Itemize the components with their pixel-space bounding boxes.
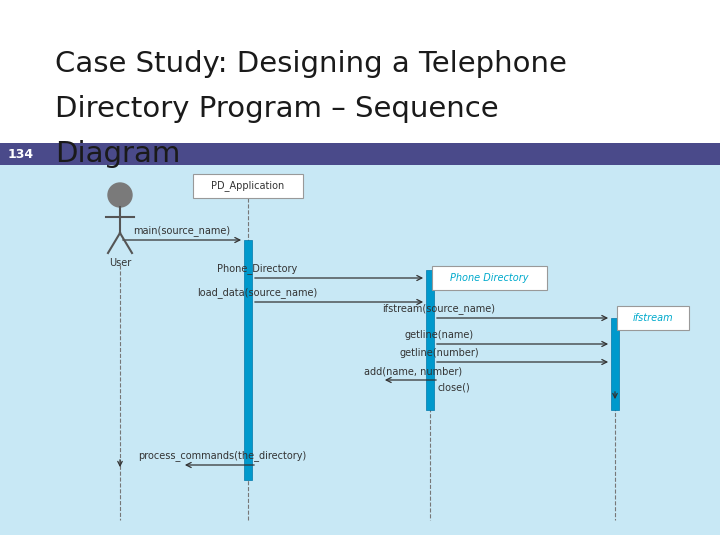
Circle shape <box>108 183 132 207</box>
Text: getline(number): getline(number) <box>399 348 479 358</box>
Bar <box>432 266 547 290</box>
Text: close(): close() <box>437 383 469 393</box>
Text: main(source_name): main(source_name) <box>133 225 230 236</box>
Text: Diagram: Diagram <box>55 140 181 168</box>
Bar <box>0 143 720 165</box>
Text: add(name, number): add(name, number) <box>364 366 462 376</box>
Text: process_commands(the_directory): process_commands(the_directory) <box>138 450 306 461</box>
Bar <box>426 270 434 410</box>
Bar <box>244 240 252 480</box>
Bar <box>193 174 303 198</box>
Text: load_data(source_name): load_data(source_name) <box>197 287 317 298</box>
Text: ifstream: ifstream <box>633 313 673 323</box>
Text: Phone Directory: Phone Directory <box>450 273 528 283</box>
Text: User: User <box>109 258 131 268</box>
Bar <box>0 0 720 400</box>
Text: 134: 134 <box>8 147 34 160</box>
Bar <box>0 165 720 535</box>
Text: PD_Application: PD_Application <box>212 180 284 192</box>
Text: Case Study: Designing a Telephone: Case Study: Designing a Telephone <box>55 50 567 78</box>
Bar <box>611 318 619 410</box>
Text: getline(name): getline(name) <box>405 330 474 340</box>
Bar <box>617 306 689 330</box>
Text: Directory Program – Sequence: Directory Program – Sequence <box>55 95 499 123</box>
Text: Phone_Directory: Phone_Directory <box>217 263 297 274</box>
Text: ifstream(source_name): ifstream(source_name) <box>382 303 495 314</box>
